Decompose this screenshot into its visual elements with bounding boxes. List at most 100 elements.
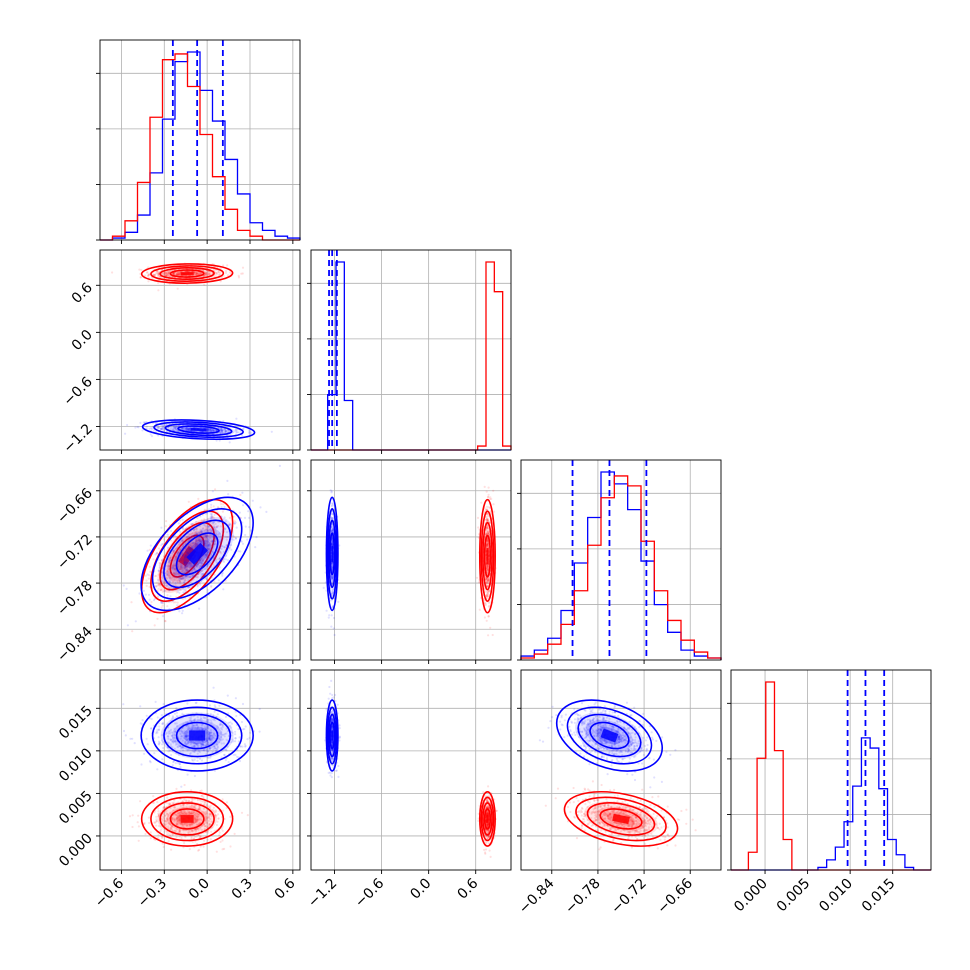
scatter-point (237, 728, 240, 731)
scatter-point (128, 815, 132, 818)
scatter-point (150, 428, 153, 431)
scatter-point (168, 600, 171, 603)
scatter-point (222, 560, 226, 563)
scatter-point (136, 425, 139, 429)
scatter-point (179, 765, 182, 769)
scatter-point (208, 273, 211, 276)
scatter-point (150, 600, 153, 604)
scatter-point (164, 274, 167, 277)
scatter-point (205, 272, 208, 275)
scatter-point (131, 630, 134, 633)
scatter-point (185, 270, 189, 273)
scatter-point (237, 550, 240, 553)
scatter-point (226, 264, 229, 267)
scatter-point (212, 268, 215, 271)
scatter-point (158, 547, 161, 550)
scatter-point (166, 274, 169, 277)
scatter-point (139, 276, 142, 279)
scatter-point (149, 610, 152, 613)
contour-line (150, 265, 225, 282)
scatter-point (164, 274, 167, 277)
scatter-point (154, 272, 157, 275)
scatter-point (152, 273, 155, 276)
scatter-point (146, 271, 149, 274)
scatter-point (238, 759, 242, 763)
scatter-point (138, 592, 141, 595)
scatter-point (166, 546, 170, 549)
scatter-point (226, 694, 229, 697)
scatter-point (217, 817, 220, 820)
scatter-point (477, 526, 480, 529)
scatter-point (214, 488, 217, 491)
scatter-point (330, 614, 333, 617)
scatter-point (164, 619, 167, 623)
scatter-point (167, 274, 170, 277)
scatter-point (146, 274, 150, 277)
scatter-point (200, 800, 203, 803)
scatter-point (224, 558, 227, 561)
scatter-point (149, 544, 152, 547)
scatter-point (153, 624, 156, 627)
scatter-point (177, 522, 180, 525)
scatter-point (148, 427, 151, 430)
scatter-point (139, 705, 142, 708)
scatter-point (166, 605, 169, 608)
scatter-point (161, 615, 165, 618)
scatter-point (216, 820, 219, 823)
scatter-point (193, 774, 196, 778)
scatter-point (197, 497, 200, 500)
scatter-point (153, 594, 156, 597)
scatter-point (195, 272, 198, 275)
scatter-point (225, 801, 229, 804)
scatter-point (190, 837, 193, 840)
scatter-point (492, 489, 495, 492)
scatter-point (255, 536, 258, 539)
scatter-point (156, 552, 159, 555)
scatter-point (483, 616, 486, 619)
scatter-point (333, 633, 336, 637)
scatter-point (229, 815, 232, 819)
scatter-point (487, 486, 490, 489)
scatter-point (175, 787, 178, 791)
scatter-point (168, 270, 171, 273)
scatter-point (219, 840, 222, 844)
scatter-point (224, 270, 228, 273)
scatter-point (163, 272, 166, 275)
scatter-point (156, 270, 159, 273)
scatter-point (146, 573, 149, 576)
scatter-point (193, 271, 196, 274)
scatter-point (198, 272, 201, 275)
scatter-point (241, 504, 245, 507)
scatter-point (163, 538, 166, 541)
contour-line (169, 269, 205, 278)
scatter-point (475, 576, 479, 579)
scatter-point (223, 847, 226, 851)
scatter-point (199, 272, 203, 275)
scatter-point (167, 271, 170, 274)
scatter-point (155, 271, 158, 274)
scatter-point (203, 839, 206, 842)
scatter-point (175, 273, 179, 276)
scatter-point (212, 806, 215, 809)
scatter-point (207, 428, 210, 431)
scatter-point (215, 273, 219, 276)
scatter-point (236, 428, 239, 431)
scatter-point (163, 273, 166, 276)
scatter-point (229, 271, 232, 274)
scatter-point (480, 501, 483, 504)
scatter-point (153, 273, 157, 277)
scatter-point (210, 506, 213, 509)
scatter-point (173, 425, 176, 428)
density-peak (180, 815, 194, 823)
scatter-point (235, 526, 238, 529)
scatter-point (332, 616, 336, 620)
scatter-point (186, 702, 189, 705)
scatter-point (152, 429, 156, 432)
histogram-blue (520, 471, 722, 660)
scatter-point (139, 421, 142, 424)
scatter-point (169, 833, 172, 837)
scatter-point (157, 281, 160, 284)
scatter-point (200, 759, 204, 762)
